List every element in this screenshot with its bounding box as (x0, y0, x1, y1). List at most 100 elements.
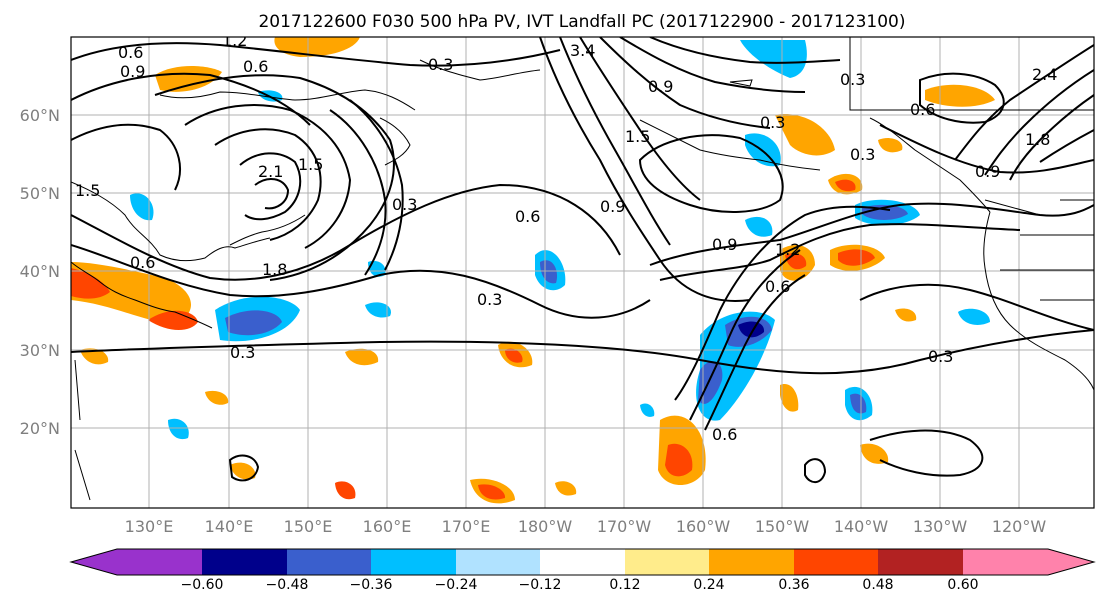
contour-label: 0.6 (712, 425, 737, 444)
colorbar-bin (625, 549, 709, 575)
colorbar-tick-label: 0.12 (609, 577, 640, 593)
negative-shade (130, 193, 154, 221)
lon-label: 150°E (284, 517, 333, 536)
positive-shade (478, 484, 506, 500)
colorbar-tick-label: 0.36 (778, 577, 809, 593)
strong-negative-shade (738, 321, 765, 338)
map-panel: 0.6 0.9 1.2 0.6 2.1 1.5 1.8 0.3 0.3 0.6 … (70, 36, 1095, 509)
contour-label: 1.2 (775, 240, 800, 259)
negative-shade (540, 260, 558, 284)
positive-shade (860, 443, 889, 464)
negative-shade (740, 40, 807, 78)
lat-label: 30°N (20, 341, 60, 360)
contour-label: 0.9 (120, 62, 145, 81)
colorbar-bin (371, 549, 456, 575)
lat-label: 40°N (20, 262, 60, 281)
figure-title: 2017122600 F030 500 hPa PV, IVT Landfall… (258, 12, 905, 32)
negative-shade (225, 310, 282, 336)
positive-shade (775, 114, 835, 156)
colorbar-tick-label: 0.60 (947, 577, 978, 593)
colorbar-bin (287, 549, 371, 575)
colorbar-tick-label: 0.48 (862, 577, 893, 593)
positive-shade (148, 310, 198, 331)
colorbar-bin (878, 549, 963, 575)
lon-label: 150°W (755, 517, 810, 536)
colorbar-tick-label: −0.48 (266, 577, 309, 593)
lon-label: 170°E (442, 517, 491, 536)
colorbar-outline (69, 548, 1096, 576)
contour-label: 0.6 (130, 253, 155, 272)
positive-shade (335, 481, 356, 500)
contour-label: 1.5 (298, 155, 323, 174)
contour-label: 2.4 (1032, 65, 1057, 84)
contour-label: 0.6 (910, 100, 935, 119)
negative-shade (365, 302, 391, 318)
negative-shade (745, 216, 773, 237)
colorbar-bin (71, 549, 202, 575)
negative-shade (640, 403, 655, 417)
colorbar-bin (456, 549, 540, 575)
contour-label: 0.9 (975, 162, 1000, 181)
longitude-labels: 130°E 140°E 150°E 160°E 170°E 180°W 170°… (125, 517, 1047, 536)
negative-shade (850, 393, 867, 414)
lon-label: 140°E (205, 517, 254, 536)
contour-labels: 0.6 0.9 1.2 0.6 2.1 1.5 1.8 0.3 0.3 0.6 … (75, 37, 1057, 444)
positive-shade (71, 268, 110, 299)
lat-label: 50°N (20, 184, 60, 203)
lon-label: 130°E (125, 517, 174, 536)
contour-label: 1.5 (75, 181, 100, 200)
latitude-labels: 60°N 50°N 40°N 30°N 20°N (20, 106, 60, 438)
contour-label: 0.3 (230, 343, 255, 362)
colorbar-tick-label: −0.24 (435, 577, 478, 593)
positive-shade (835, 179, 856, 192)
positive-shade (155, 66, 222, 92)
positive-shade (80, 348, 109, 365)
contour-label: 0.3 (428, 55, 453, 74)
lon-label: 160°E (363, 517, 412, 536)
colorbar-tick-label: 0.24 (693, 577, 724, 593)
map-border (70, 36, 1095, 509)
negative-shade (368, 260, 386, 277)
contour-label: 1.5 (625, 127, 650, 146)
colorbar-bin (963, 549, 1094, 575)
lat-label: 20°N (20, 419, 60, 438)
colorbar-tick-label: −0.36 (350, 577, 393, 593)
colorbar-bin (540, 549, 625, 575)
positive-shade (274, 37, 360, 57)
colorbar-bin (794, 549, 878, 575)
positive-shade (838, 249, 875, 266)
contour-label: 0.6 (243, 57, 268, 76)
colorbar-ticks: −0.60 −0.48 −0.36 −0.24 −0.12 0.12 0.24 … (181, 577, 979, 593)
positive-shade (895, 308, 917, 322)
lon-label: 160°W (676, 517, 731, 536)
contour-label: 1.8 (1025, 130, 1050, 149)
contour-label: 0.3 (392, 195, 417, 214)
contour-label: 0.3 (928, 347, 953, 366)
positive-shade (555, 481, 577, 496)
colorbar-bin (709, 549, 794, 575)
positive-shade (230, 462, 256, 480)
colorbar-tick-label: −0.12 (519, 577, 562, 593)
positive-shade (780, 384, 799, 412)
contour-label: 0.3 (850, 145, 875, 164)
contour-label: 3.4 (570, 41, 595, 60)
contour-label: 0.9 (712, 235, 737, 254)
gridlines (71, 37, 1094, 508)
contour-label: 0.6 (515, 207, 540, 226)
contour-label: 1.8 (262, 260, 287, 279)
lon-label: 170°W (597, 517, 652, 536)
pv-contours (71, 37, 1094, 484)
lat-label: 60°N (20, 106, 60, 125)
contour-label: 0.9 (600, 197, 625, 216)
negative-shade (958, 308, 990, 325)
contour-label: 0.3 (477, 290, 502, 309)
lon-label: 120°W (992, 517, 1047, 536)
colorbar: −0.60 −0.48 −0.36 −0.24 −0.12 0.12 0.24 … (69, 548, 1096, 593)
positive-shade (505, 348, 523, 363)
positive-shade (665, 443, 693, 477)
lon-label: 130°W (913, 517, 968, 536)
pv-anomaly-shading (71, 37, 995, 504)
negative-shade (168, 418, 189, 440)
lon-label: 140°W (834, 517, 889, 536)
